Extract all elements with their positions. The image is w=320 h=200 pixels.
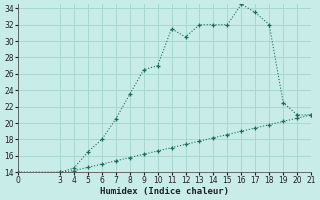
X-axis label: Humidex (Indice chaleur): Humidex (Indice chaleur): [100, 187, 229, 196]
